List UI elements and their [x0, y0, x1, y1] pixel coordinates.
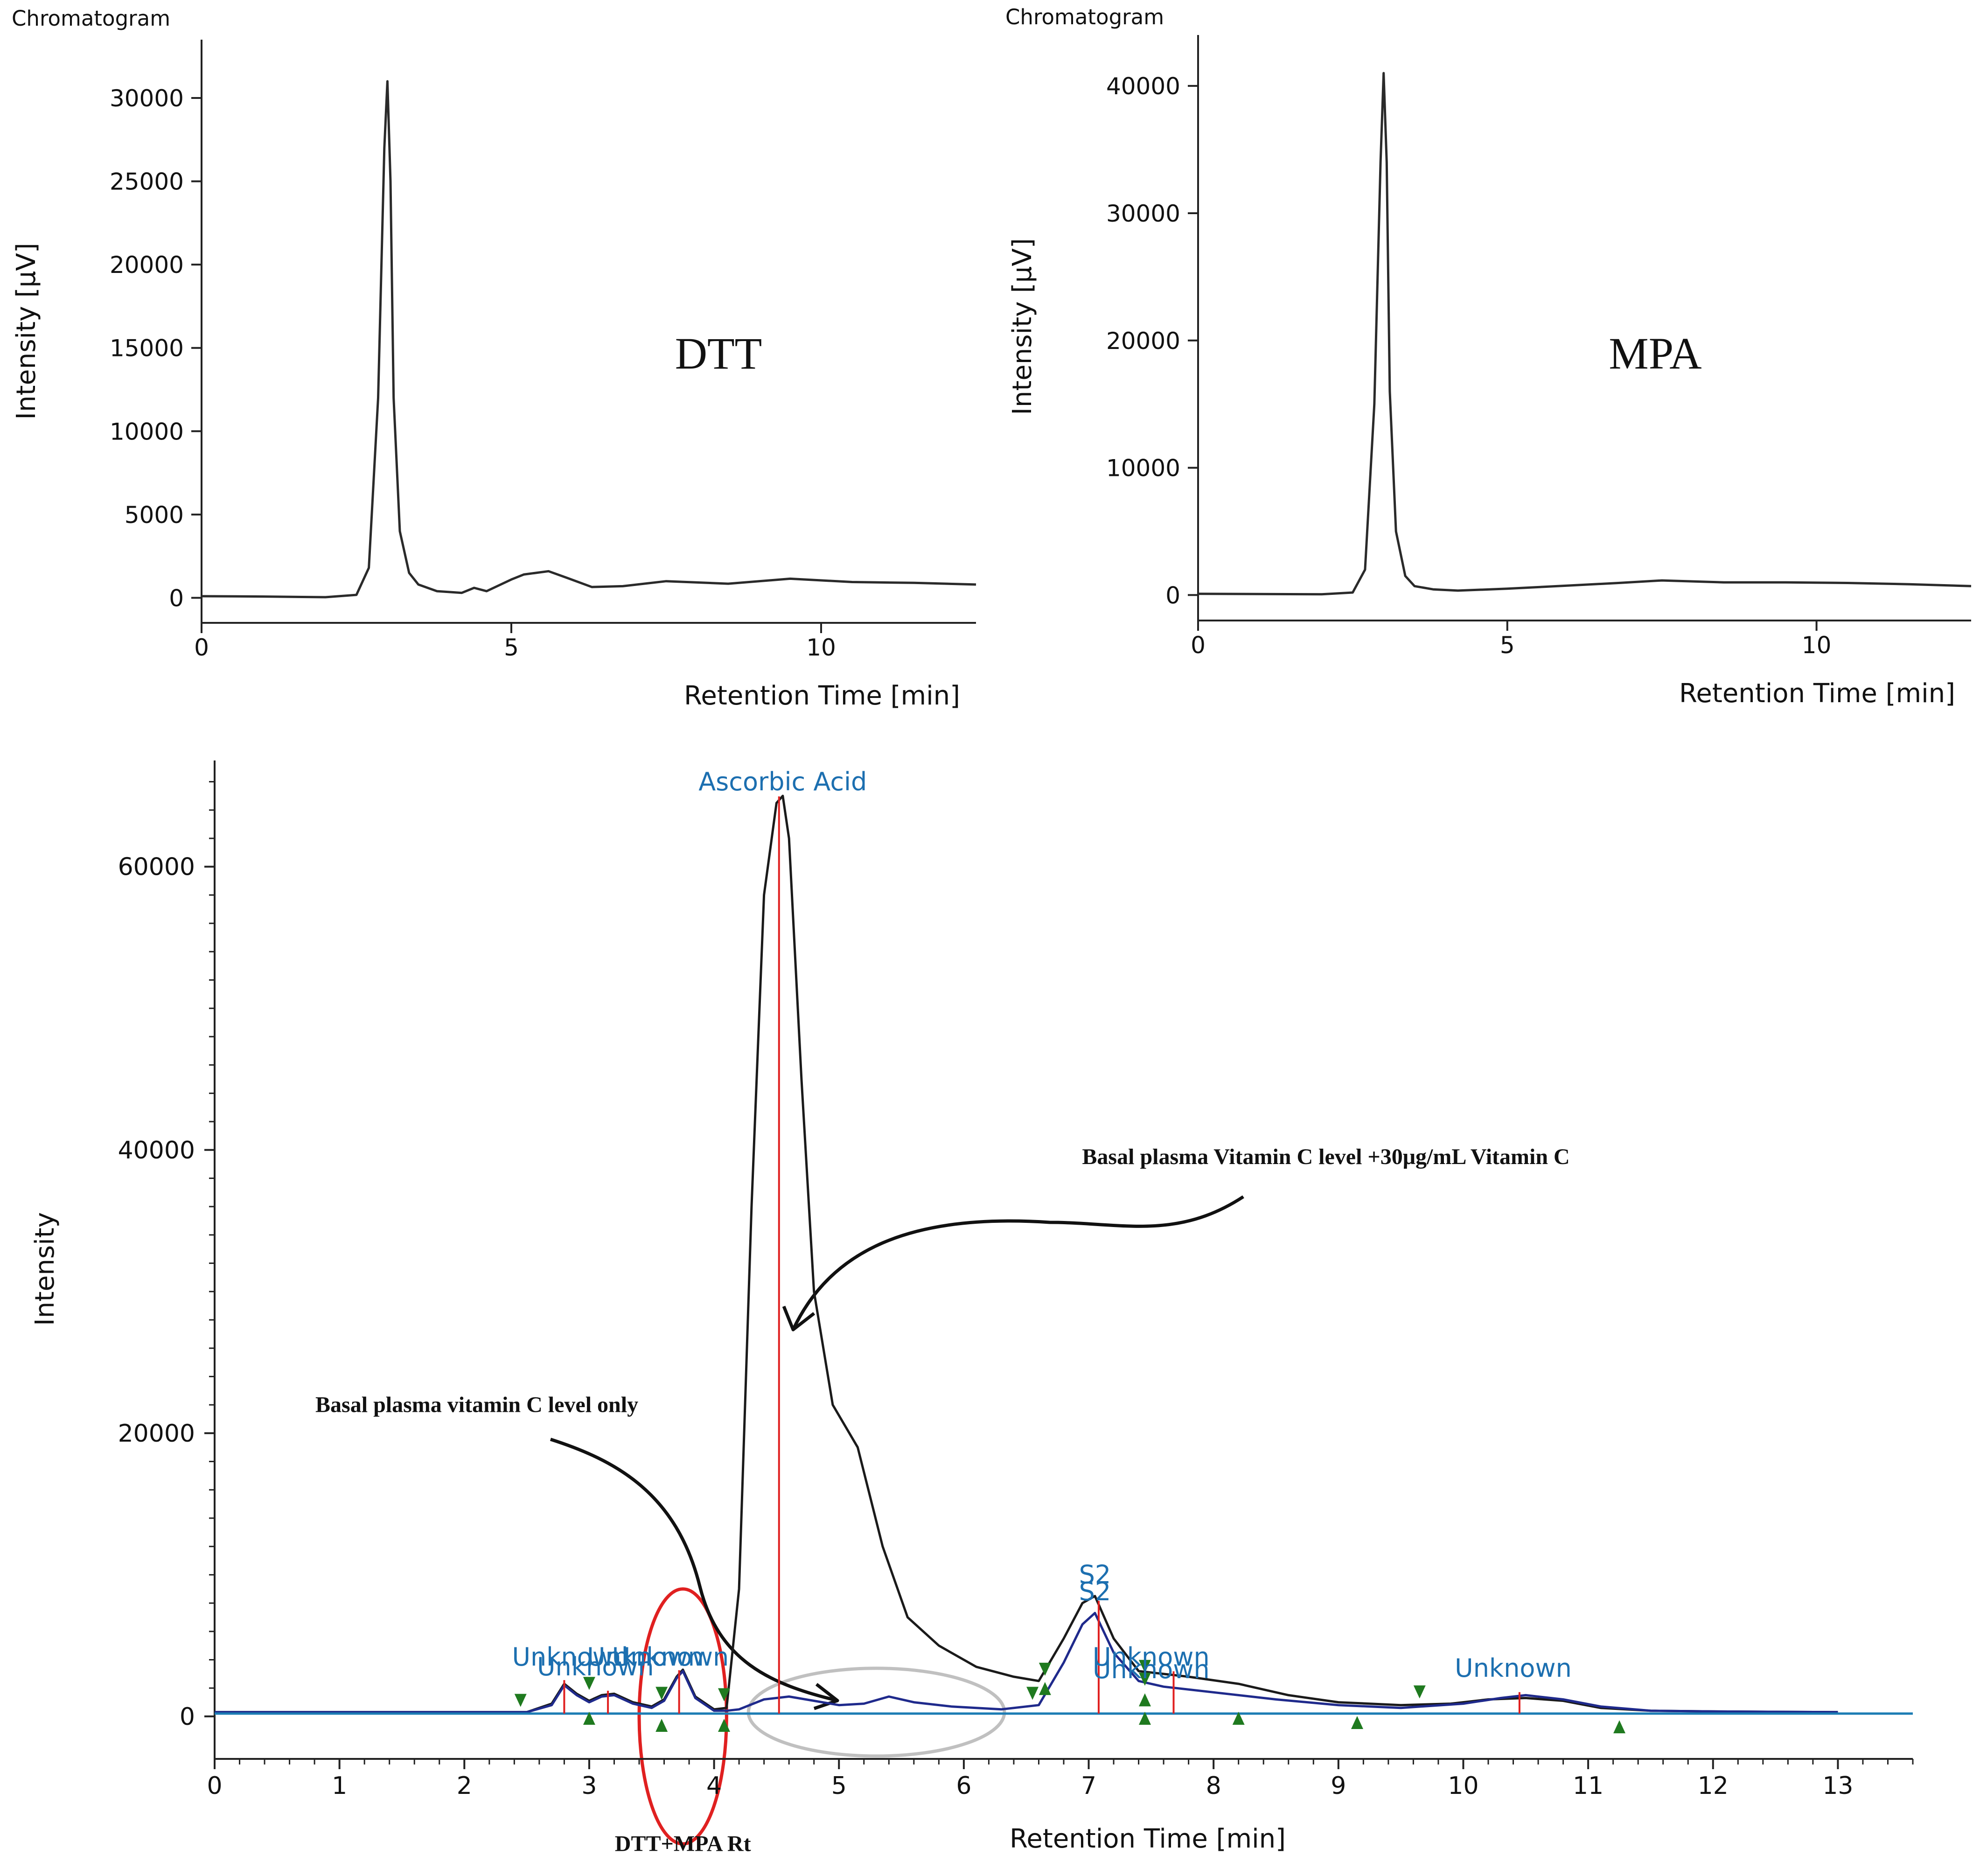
plasma-boundary-marker — [583, 1677, 595, 1690]
plasma-x-tick-label: 1 — [332, 1772, 347, 1800]
dtt-y-tick-label: 5000 — [125, 502, 184, 529]
plasma-boundary-marker — [718, 1719, 730, 1732]
plasma-annotation-dtt-mpa-rt: DTT+MPA Rt — [615, 1831, 751, 1856]
mpa-series-mpa — [1198, 72, 1972, 596]
spiked-sample-arrow-line — [791, 1195, 1244, 1331]
basal-sample-arrowhead — [813, 1683, 839, 1710]
plasma-annotation-basal-plasma-vitamin-c-level-30-g-ml-vitamin-c: Basal plasma Vitamin C level +30μg/mL Vi… — [1082, 1144, 1569, 1169]
plasma-x-tick-label: 5 — [831, 1772, 847, 1800]
plasma-boundary-marker — [655, 1687, 668, 1700]
plasma-boundary-marker — [1026, 1687, 1039, 1700]
plasma-x-axis-label: Retention Time [min] — [1010, 1824, 1286, 1854]
plasma-annotation-basal-plasma-vitamin-c-level-only: Basal plasma vitamin C level only — [315, 1392, 638, 1417]
plasma-highlight-layer — [637, 1587, 1006, 1846]
plasma-x-tick-label: 11 — [1573, 1772, 1604, 1800]
plasma-x-tick-label: 10 — [1448, 1772, 1478, 1800]
plasma-boundary-marker — [1351, 1716, 1363, 1729]
plasma-x-tick-label: 13 — [1822, 1772, 1853, 1800]
plasma-y-tick-label: 60000 — [118, 853, 195, 881]
plasma-x-tick-label: 4 — [706, 1772, 722, 1800]
plasma-boundary-marker — [718, 1688, 730, 1702]
plasma-boundary-marker — [1138, 1693, 1151, 1707]
dtt-y-tick-label: 30000 — [110, 85, 184, 112]
plasma-y-tick-label: 20000 — [118, 1420, 195, 1448]
dtt-chart-header: Chromatogram — [12, 6, 170, 31]
plasma-boundary-marker — [655, 1719, 668, 1732]
plasma-peak-label: Unknown — [537, 1652, 654, 1681]
mpa-x-axis-label: Retention Time [min] — [1679, 678, 1955, 709]
dtt-sample-annotation: DTT — [675, 328, 762, 378]
plasma-series-basal-plasma-vitamin-c-level-only — [215, 1611, 1838, 1714]
mpa-chromatogram-panel: Chromatogram Intensity [μV] Retention Ti… — [1005, 5, 1972, 709]
plasma-peak-label: Unknown — [1093, 1642, 1210, 1672]
plasma-peak-label: S2 — [1079, 1560, 1111, 1590]
plasma-annotation-layer: Basal plasma Vitamin C level +30μg/mL Vi… — [315, 1144, 1570, 1856]
plasma-x-tick-label: 9 — [1331, 1772, 1346, 1800]
mpa-sample-annotation: MPA — [1609, 328, 1701, 378]
plasma-x-tick-label: 2 — [457, 1772, 472, 1800]
spiked-sample-arrowhead — [782, 1305, 816, 1332]
plasma-x-tick-label: 8 — [1206, 1772, 1221, 1800]
basal-sample-arrow-line — [550, 1437, 838, 1702]
plasma-y-axis-label: Intensity — [30, 1212, 60, 1326]
dtt-y-axis-label: Intensity [μV] — [11, 243, 42, 419]
mpa-x-tick-label: 10 — [1802, 632, 1832, 659]
plasma-highlight-dtt-mpa-retention-window — [637, 1587, 728, 1846]
plasma-x-tick-label: 6 — [956, 1772, 971, 1800]
mpa-y-tick-label: 0 — [1165, 582, 1180, 609]
plasma-boundary-marker — [1232, 1711, 1245, 1725]
plasma-peak-label: Unknown — [1455, 1653, 1572, 1683]
dtt-series-dtt — [201, 80, 976, 599]
mpa-y-tick-label: 20000 — [1106, 328, 1180, 355]
plasma-boundary-marker — [1138, 1673, 1151, 1686]
dtt-x-tick-label: 0 — [194, 634, 209, 661]
mpa-x-tick-label: 5 — [1500, 632, 1515, 659]
plasma-peak-label: S2 — [1079, 1577, 1111, 1606]
plasma-y-tick-label: 40000 — [118, 1137, 195, 1165]
plasma-x-tick-label: 3 — [581, 1772, 597, 1800]
dtt-y-tick-label: 25000 — [110, 168, 184, 195]
plasma-chromatogram-panel: Intensity Retention Time [min] Basal pla… — [30, 760, 1914, 1856]
plasma-peak-label: Unknown — [1093, 1655, 1210, 1684]
dtt-y-tick-label: 15000 — [110, 335, 184, 362]
plasma-peak-label: Ascorbic Acid — [698, 767, 867, 796]
plasma-boundary-marker — [1138, 1660, 1151, 1673]
mpa-y-tick-label: 30000 — [1106, 200, 1180, 227]
plasma-peak-label: Unknown — [512, 1642, 629, 1672]
dtt-x-tick-label: 5 — [504, 634, 519, 661]
dtt-x-axis-label: Retention Time [min] — [684, 681, 960, 711]
plasma-x-tick-label: 0 — [207, 1772, 222, 1800]
mpa-chart-header: Chromatogram — [1005, 5, 1164, 29]
plasma-boundary-marker — [583, 1711, 595, 1725]
plasma-boundary-marker — [1138, 1711, 1151, 1725]
mpa-x-tick-label: 0 — [1191, 632, 1206, 659]
dtt-x-tick-label: 10 — [806, 634, 836, 661]
plasma-boundary-marker — [1413, 1685, 1426, 1699]
plasma-highlight-basal-vitamin-c-region — [746, 1667, 1006, 1758]
dtt-chromatogram-panel: Chromatogram Intensity [μV] Retention Ti… — [11, 6, 976, 711]
dtt-y-tick-label: 20000 — [110, 251, 184, 279]
mpa-y-tick-label: 40000 — [1106, 73, 1180, 100]
plasma-series-basal-plasma-vitamin-c-level-30-g-ml-vitamin-c — [215, 795, 1838, 1714]
plasma-boundary-marker — [1039, 1662, 1051, 1676]
plasma-boundary-marker — [514, 1694, 527, 1707]
mpa-y-tick-label: 10000 — [1106, 455, 1180, 482]
dtt-y-tick-label: 0 — [169, 585, 184, 612]
plasma-boundary-marker — [1613, 1720, 1626, 1734]
plasma-peak-label: Unknown — [612, 1642, 729, 1672]
plasma-y-tick-label: 0 — [180, 1703, 195, 1731]
plasma-x-tick-label: 12 — [1698, 1772, 1729, 1800]
plasma-x-tick-label: 7 — [1081, 1772, 1096, 1800]
dtt-y-tick-label: 10000 — [110, 418, 184, 445]
plasma-boundary-marker — [1039, 1682, 1051, 1695]
mpa-y-axis-label: Intensity [μV] — [1007, 238, 1038, 415]
plasma-peak-label: Unknown — [587, 1642, 704, 1672]
